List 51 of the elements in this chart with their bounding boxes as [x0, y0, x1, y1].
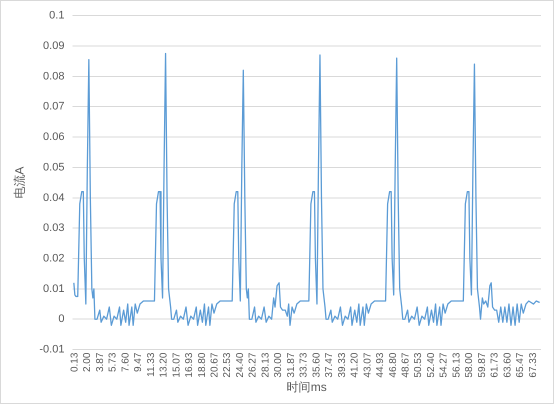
x-tick-label: 5.73 [108, 352, 119, 372]
x-axis-title: 时间ms [286, 380, 327, 394]
x-tick-label: 44.93 [375, 352, 386, 378]
x-tick-label: 46.80 [388, 352, 399, 378]
x-tick-label: 20.67 [210, 352, 221, 378]
y-tick-label: 0.1 [49, 10, 64, 22]
x-tick-label: 33.73 [298, 352, 310, 378]
x-tick-label: 22.53 [222, 352, 234, 378]
x-tick-label: 67.33 [528, 352, 539, 378]
y-tick-label: 0.01 [43, 282, 64, 295]
x-tick-label: 15.07 [171, 352, 182, 378]
y-tick-label: 0.09 [43, 40, 64, 52]
x-tick-label: 52.40 [426, 352, 437, 378]
x-tick-label: 24.40 [234, 352, 246, 378]
x-tick-label: 65.47 [515, 352, 526, 378]
x-tick-label: 2.00 [82, 352, 94, 372]
x-tick-label: 3.87 [94, 352, 106, 372]
x-tick-label: 35.60 [311, 352, 322, 378]
x-tick-label: 39.33 [336, 352, 348, 378]
x-tick-label: 28.13 [260, 352, 272, 378]
x-tick-label: 16.93 [184, 352, 196, 378]
x-tick-label: 37.47 [324, 352, 336, 378]
x-tick-label: 58.00 [464, 352, 476, 378]
x-tick-label: 26.27 [248, 352, 259, 378]
y-tick-label: 0.06 [43, 131, 64, 144]
x-tick-label: 18.80 [196, 352, 208, 378]
y-tick-label: 0.02 [43, 252, 64, 265]
y-axis-title: 电流A [12, 166, 27, 199]
x-tick-label: 0.13 [69, 352, 80, 372]
x-tick-label: 41.20 [350, 352, 361, 378]
x-tick-label: 50.53 [413, 352, 424, 378]
x-tick-label: 61.73 [490, 352, 501, 378]
x-tick-label: 59.87 [476, 352, 488, 378]
y-tick-label: -0.01 [39, 344, 64, 356]
x-tick-label: 63.60 [502, 352, 514, 378]
x-tick-label: 9.47 [133, 352, 144, 372]
x-tick-label: 13.20 [158, 352, 170, 378]
x-tick-label: 56.13 [451, 352, 462, 378]
y-tick-label: 0.04 [43, 192, 64, 204]
x-tick-label: 43.07 [362, 352, 374, 378]
x-tick-label: 48.67 [400, 352, 412, 378]
x-tick-label: 31.87 [286, 352, 297, 378]
y-tick-label: 0.03 [43, 222, 64, 234]
y-tick-label: 0 [58, 313, 64, 326]
x-tick-label: 54.27 [438, 352, 450, 378]
y-tick-label: 0.07 [43, 100, 64, 113]
x-tick-label: 30.00 [273, 352, 284, 378]
x-tick-label: 7.60 [120, 352, 132, 372]
y-tick-label: 0.08 [43, 70, 64, 82]
y-tick-label: 0.05 [43, 161, 64, 174]
x-tick-label: 11.33 [146, 352, 157, 377]
